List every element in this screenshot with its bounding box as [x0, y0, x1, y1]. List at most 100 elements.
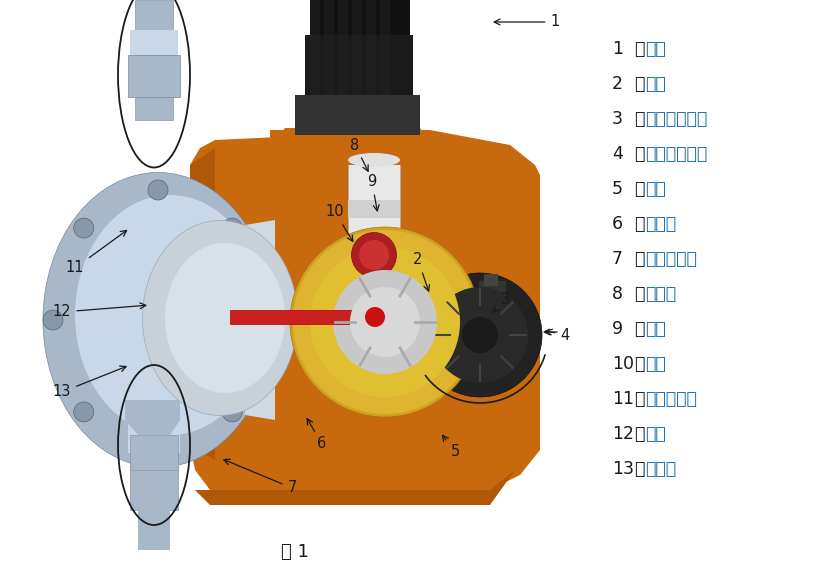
- Polygon shape: [190, 130, 540, 490]
- Circle shape: [333, 270, 437, 374]
- Text: 出口单向阀: 出口单向阀: [645, 390, 697, 408]
- Text: 后泵头: 后泵头: [645, 215, 676, 233]
- Polygon shape: [270, 128, 435, 165]
- Text: 4: 4: [546, 328, 569, 342]
- Text: 调量锁紧螺钉: 调量锁紧螺钉: [645, 110, 707, 128]
- Bar: [310, 0, 410, 35]
- Circle shape: [293, 230, 477, 414]
- Polygon shape: [195, 225, 245, 415]
- Text: 1: 1: [612, 40, 623, 58]
- Text: 、: 、: [634, 145, 644, 163]
- Text: 12: 12: [612, 425, 634, 443]
- Bar: [305, 35, 413, 100]
- Text: 3: 3: [493, 293, 510, 312]
- Text: 、: 、: [634, 250, 644, 268]
- Bar: [366, 0, 376, 95]
- Circle shape: [148, 180, 168, 200]
- Text: 5: 5: [442, 436, 460, 459]
- Text: 蜃轮: 蜃轮: [645, 75, 666, 93]
- Ellipse shape: [75, 195, 265, 435]
- Text: 9: 9: [368, 175, 379, 211]
- Polygon shape: [195, 470, 515, 505]
- Circle shape: [148, 440, 168, 460]
- Text: 前泵头: 前泵头: [645, 460, 676, 478]
- Circle shape: [290, 227, 480, 417]
- Bar: [478, 280, 506, 304]
- Bar: [484, 274, 498, 286]
- Text: 8: 8: [612, 285, 623, 303]
- Polygon shape: [270, 130, 430, 165]
- Text: 1: 1: [494, 15, 559, 29]
- Text: 、: 、: [634, 355, 644, 373]
- Text: 、: 、: [634, 180, 644, 198]
- Text: 进口单向阀: 进口单向阀: [645, 250, 697, 268]
- Text: 连杆: 连杆: [645, 355, 666, 373]
- Text: 2: 2: [612, 75, 623, 93]
- Bar: [130, 400, 178, 510]
- Ellipse shape: [43, 172, 273, 467]
- Circle shape: [74, 402, 94, 422]
- Circle shape: [222, 402, 242, 422]
- Ellipse shape: [165, 243, 285, 393]
- Ellipse shape: [351, 233, 397, 277]
- Text: 3: 3: [612, 110, 623, 128]
- Bar: [130, 30, 178, 85]
- Bar: [338, 0, 348, 95]
- Text: 6: 6: [307, 419, 327, 451]
- Circle shape: [43, 310, 63, 330]
- Text: 13: 13: [53, 366, 126, 399]
- Text: 5: 5: [612, 180, 623, 198]
- Circle shape: [432, 287, 528, 383]
- Text: 联轴器: 联轴器: [645, 285, 676, 303]
- Ellipse shape: [348, 256, 400, 274]
- Text: 电机: 电机: [645, 40, 666, 58]
- Text: 4: 4: [612, 145, 622, 163]
- Circle shape: [310, 247, 460, 397]
- Polygon shape: [125, 400, 180, 435]
- Bar: [128, 408, 180, 453]
- Circle shape: [365, 307, 385, 327]
- Text: 10: 10: [612, 355, 634, 373]
- Text: 9: 9: [612, 320, 623, 338]
- Bar: [135, 0, 173, 120]
- Text: 8: 8: [350, 137, 369, 171]
- Text: 、: 、: [634, 40, 644, 58]
- Text: 蜃杆: 蜃杆: [645, 320, 666, 338]
- Text: 6: 6: [612, 215, 623, 233]
- Bar: [324, 0, 334, 95]
- Ellipse shape: [143, 220, 297, 415]
- Bar: [230, 310, 375, 324]
- Polygon shape: [190, 148, 215, 460]
- Bar: [380, 0, 390, 95]
- Text: 10: 10: [325, 205, 353, 241]
- Text: 、: 、: [634, 215, 644, 233]
- Text: 7: 7: [224, 459, 296, 496]
- Text: 12: 12: [52, 303, 146, 319]
- Text: 、: 、: [634, 425, 644, 443]
- Text: 7: 7: [612, 250, 623, 268]
- Text: 、: 、: [634, 390, 644, 408]
- Text: 机笱: 机笱: [645, 180, 666, 198]
- Bar: [128, 55, 180, 97]
- Bar: [310, 0, 320, 95]
- Text: 、: 、: [634, 75, 644, 93]
- Circle shape: [462, 317, 498, 353]
- Circle shape: [418, 273, 542, 397]
- Text: 图 1: 图 1: [281, 543, 309, 561]
- Text: 13: 13: [612, 460, 634, 478]
- Text: 、: 、: [634, 320, 644, 338]
- Text: 、: 、: [634, 285, 644, 303]
- Bar: [138, 470, 170, 550]
- Text: 、: 、: [634, 110, 644, 128]
- Text: 膜片: 膜片: [645, 425, 666, 443]
- Circle shape: [350, 287, 420, 357]
- Circle shape: [222, 218, 242, 238]
- Ellipse shape: [359, 240, 389, 270]
- Ellipse shape: [348, 153, 400, 167]
- Text: 2: 2: [413, 253, 429, 291]
- Bar: [295, 95, 420, 135]
- Polygon shape: [190, 290, 230, 360]
- Text: 、: 、: [634, 460, 644, 478]
- Polygon shape: [245, 220, 275, 420]
- Circle shape: [74, 218, 94, 238]
